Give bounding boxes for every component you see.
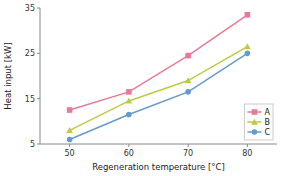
y-tick bbox=[37, 8, 40, 9]
y-tick-label: 15 bbox=[25, 95, 35, 104]
point bbox=[67, 107, 73, 113]
point bbox=[126, 89, 132, 95]
legend-marker bbox=[251, 119, 258, 125]
series bbox=[66, 43, 250, 133]
y-tick-label: 35 bbox=[25, 4, 35, 13]
x-tick-label: 50 bbox=[65, 149, 75, 158]
point bbox=[185, 89, 191, 95]
chart: 50 60 70 80 5 15 25 35 Regeneration temperature … bbox=[0, 0, 287, 176]
legend-label: B bbox=[264, 118, 270, 127]
y-axis-line bbox=[40, 8, 41, 144]
point bbox=[126, 98, 133, 104]
series bbox=[67, 51, 250, 143]
x-tick-label: 80 bbox=[242, 149, 252, 158]
x-tick-label: 60 bbox=[124, 149, 134, 158]
axes: 50 60 70 80 5 15 25 35 bbox=[25, 4, 277, 158]
x-tick bbox=[69, 144, 70, 147]
legend-label: C bbox=[264, 128, 270, 137]
point bbox=[245, 12, 251, 18]
legend-box bbox=[244, 104, 273, 140]
legend: ABC bbox=[244, 104, 273, 140]
legend-label: A bbox=[264, 108, 270, 117]
legend-marker bbox=[252, 129, 258, 135]
y-tick-label: 5 bbox=[30, 140, 35, 149]
y-axis-label: Heat input [kW] bbox=[3, 42, 13, 109]
x-tick bbox=[188, 144, 189, 147]
series-line bbox=[70, 53, 248, 139]
plot-area bbox=[66, 12, 250, 142]
x-tick bbox=[247, 144, 248, 147]
x-tick-label: 70 bbox=[183, 149, 193, 158]
series-line bbox=[70, 47, 248, 131]
point bbox=[245, 51, 251, 57]
x-axis-line bbox=[40, 144, 277, 145]
point bbox=[67, 137, 73, 143]
point bbox=[244, 43, 251, 49]
series bbox=[67, 12, 250, 113]
y-tick bbox=[37, 53, 40, 54]
point bbox=[185, 53, 191, 59]
x-axis-label: Regeneration temperature [°C] bbox=[92, 162, 225, 172]
point bbox=[185, 77, 192, 83]
legend-marker bbox=[252, 109, 258, 115]
x-tick bbox=[128, 144, 129, 147]
y-tick-label: 25 bbox=[25, 49, 35, 58]
point bbox=[66, 127, 73, 133]
point bbox=[126, 112, 132, 118]
y-tick bbox=[37, 144, 40, 145]
y-tick bbox=[37, 98, 40, 99]
